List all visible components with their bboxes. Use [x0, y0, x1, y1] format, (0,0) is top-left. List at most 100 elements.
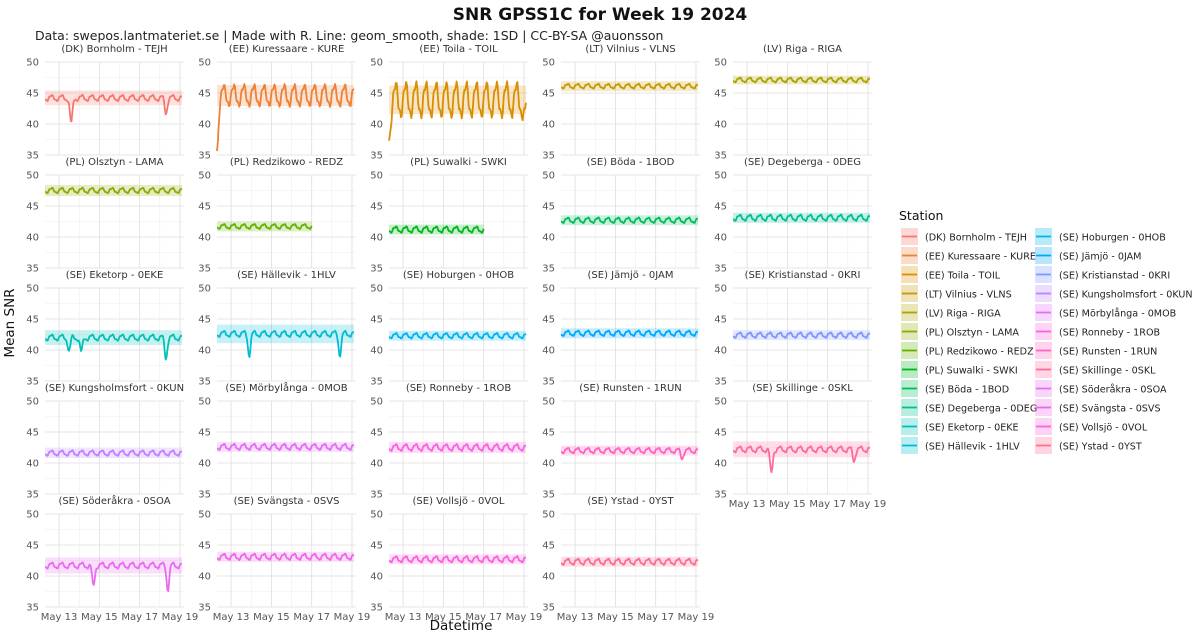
panel-strip-label: (PL) Olsztyn - LAMA: [66, 157, 164, 168]
panel-strip-label: (LV) Riga - RIGA: [763, 44, 842, 55]
legend-label: (EE) Kuressaare - KURE: [925, 252, 1036, 263]
x-tick-label: May 13: [729, 499, 766, 510]
panel-se-h-llevik-1hlv: (SE) Hällevik - 1HLV 35 40 45 50: [198, 270, 356, 388]
y-tick-label: 35: [370, 490, 383, 501]
y-tick-label: 45: [198, 89, 211, 100]
series-line-se-degeberga-0deg: [733, 213, 871, 222]
legend-label: (LT) Vilnius - VLNS: [925, 290, 1012, 301]
legend-label: (SE) Jämjö - 0JAM: [1059, 252, 1141, 263]
legend-item-pl-suwalki-swki: (PL) Suwalki - SWKI: [901, 361, 1018, 378]
y-tick-label: 40: [370, 233, 383, 244]
y-tick-label: 35: [542, 264, 555, 275]
panel-pl-olsztyn-lama: (PL) Olsztyn - LAMA 35 40 45 50: [26, 157, 184, 275]
panel-strip-label: (EE) Kuressaare - KURE: [229, 44, 345, 55]
series-line-pl-redzikowo-redz: [216, 223, 313, 230]
y-tick-label: 50: [714, 284, 727, 295]
panel-se-eketorp-0eke: (SE) Eketorp - 0EKE 35 40 45 50: [26, 270, 184, 388]
y-tick-label: 45: [198, 315, 211, 326]
panel-lt-vilnius-vlns: (LT) Vilnius - VLNS 35 40 45 50: [542, 44, 700, 162]
series-line-se-eketorp-0eke: [45, 333, 183, 361]
y-tick-label: 35: [26, 151, 39, 162]
series-line-se-sv-ngsta-0svs: [217, 552, 355, 561]
legend-item-pl-olsztyn-lama: (PL) Olsztyn - LAMA: [901, 323, 1019, 340]
legend-label: (LV) Riga - RIGA: [925, 309, 1001, 320]
x-tick-label: May 17: [121, 612, 158, 623]
y-tick-label: 40: [370, 120, 383, 131]
y-tick-label: 35: [542, 377, 555, 388]
panel-se-ronneby-1rob: (SE) Ronneby - 1ROB 35 40 45 50: [370, 383, 528, 501]
y-tick-label: 50: [198, 510, 211, 521]
y-tick-label: 45: [370, 89, 383, 100]
legend-item-se-b-da-1bod: (SE) Böda - 1BOD: [901, 380, 1009, 397]
legend-item-se-kristianstad-0kri: (SE) Kristianstad - 0KRI: [1035, 266, 1170, 283]
y-tick-label: 35: [714, 264, 727, 275]
panel-grid: [733, 174, 872, 269]
y-tick-label: 40: [370, 346, 383, 357]
panel-se-kungsholmsfort-0kun: (SE) Kungsholmsfort - 0KUN 35 40 45 50: [26, 383, 184, 501]
panel-ee-kuressaare-kure: (EE) Kuressaare - KURE 35 40 45 50: [198, 44, 356, 162]
series-line-se-kungsholmsfort-0kun: [45, 449, 183, 457]
y-tick-label: 35: [542, 151, 555, 162]
y-tick-label: 40: [714, 233, 727, 244]
y-tick-label: 45: [26, 202, 39, 213]
y-tick-label: 45: [714, 202, 727, 213]
y-tick-label: 50: [370, 171, 383, 182]
x-tick-label: May 19: [850, 499, 887, 510]
series-line-se-ronneby-1rob: [389, 443, 527, 452]
series-line-lt-vilnius-vlns: [561, 82, 699, 90]
y-tick-label: 40: [198, 233, 211, 244]
series-line-ee-kuressaare-kure: [216, 83, 355, 152]
legend-item-se-runsten-1run: (SE) Runsten - 1RUN: [1035, 342, 1157, 359]
legend: Station (DK) Bornholm - TEJH (EE) Kuressa…: [899, 208, 1193, 454]
legend-item-se-h-llevik-1hlv: (SE) Hällevik - 1HLV: [901, 437, 1020, 454]
legend-item-se-ronneby-1rob: (SE) Ronneby - 1ROB: [1035, 323, 1160, 340]
y-tick-label: 40: [198, 572, 211, 583]
panel-strip-label: (SE) Skillinge - 0SKL: [752, 383, 853, 394]
panel-strip-label: (SE) Söderåkra - 0SOA: [58, 494, 170, 507]
panel-strip-label: (SE) Hällevik - 1HLV: [237, 270, 336, 281]
y-tick-label: 50: [198, 397, 211, 408]
y-tick-label: 40: [714, 346, 727, 357]
series-line-se-s-der-kra-0soa: [44, 561, 183, 592]
panel-se-m-rbyl-nga-0mob: (SE) Mörbylånga - 0MOB 35 40 45 50: [198, 381, 356, 501]
legend-item-se-hoburgen-0hob: (SE) Hoburgen - 0HOB: [1035, 228, 1166, 245]
sd-band-pl-suwalki-swki: [389, 224, 484, 235]
legend-label: (SE) Kungsholmsfort - 0KUN: [1059, 290, 1193, 301]
y-tick-label: 40: [542, 572, 555, 583]
y-tick-label: 40: [714, 459, 727, 470]
legend-title: Station: [899, 208, 943, 223]
y-tick-label: 40: [198, 346, 211, 357]
panel-se-b-da-1bod: (SE) Böda - 1BOD 35 40 45 50: [542, 157, 700, 275]
y-tick-label: 45: [26, 541, 39, 552]
y-tick-label: 40: [198, 120, 211, 131]
y-tick-label: 50: [542, 397, 555, 408]
legend-item-se-skillinge-0skl: (SE) Skillinge - 0SKL: [1035, 361, 1156, 378]
legend-label: (SE) Eketorp - 0EKE: [925, 423, 1019, 434]
y-tick-label: 35: [542, 490, 555, 501]
panel-grid: [217, 174, 356, 269]
y-tick-label: 40: [370, 459, 383, 470]
y-tick-label: 45: [370, 202, 383, 213]
panel-strip-label: (SE) Runsten - 1RUN: [579, 383, 682, 394]
legend-item-ee-toila-toil: (EE) Toila - TOIL: [901, 266, 1001, 283]
panel-strip-label: (SE) Mörbylånga - 0MOB: [225, 381, 347, 394]
legend-label: (SE) Ystad - 0YST: [1059, 442, 1142, 453]
panel-grid: [45, 400, 184, 495]
series-line-pl-olsztyn-lama: [45, 186, 183, 195]
y-tick-label: 35: [370, 603, 383, 614]
legend-label: (EE) Toila - TOIL: [925, 271, 1001, 282]
y-tick-label: 50: [198, 284, 211, 295]
y-tick-label: 45: [542, 541, 555, 552]
y-tick-label: 45: [26, 428, 39, 439]
legend-label: (SE) Söderåkra - 0SOA: [1059, 383, 1167, 396]
panel-grid: [217, 61, 356, 156]
legend-item-se-ystad-0yst: (SE) Ystad - 0YST: [1035, 437, 1142, 454]
panel-grid: [45, 513, 184, 608]
y-tick-label: 45: [714, 315, 727, 326]
panel-strip-label: (SE) Böda - 1BOD: [587, 157, 675, 168]
series-line-se-runsten-1run: [561, 446, 699, 461]
y-tick-label: 35: [26, 264, 39, 275]
legend-item-se-s-der-kra-0soa: (SE) Söderåkra - 0SOA: [1035, 380, 1167, 397]
